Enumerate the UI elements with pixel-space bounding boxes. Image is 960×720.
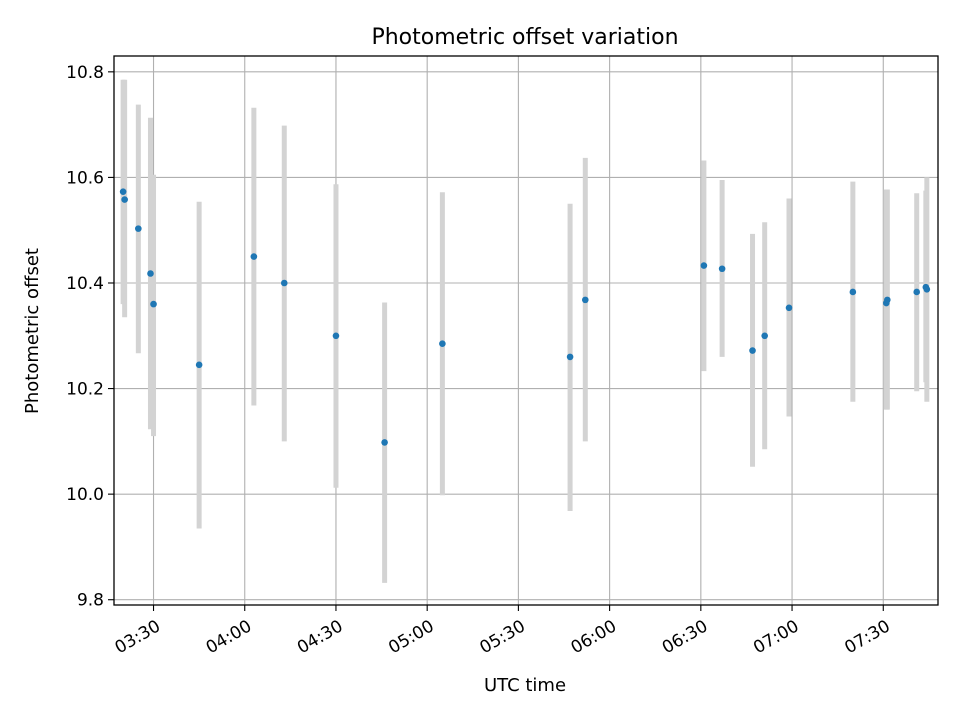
data-point bbox=[150, 300, 157, 308]
data-point bbox=[566, 353, 574, 361]
data-point bbox=[849, 288, 857, 296]
y-axis-label: Photometric offset bbox=[22, 248, 43, 414]
x-tick-label: 03:30 bbox=[112, 616, 164, 658]
x-tick-label: 05:00 bbox=[385, 616, 437, 658]
data-point bbox=[913, 288, 921, 296]
data-point bbox=[439, 340, 446, 347]
data-point bbox=[581, 296, 589, 304]
data-point bbox=[280, 279, 288, 287]
data-point bbox=[381, 439, 388, 446]
data-point bbox=[147, 270, 154, 277]
axis-ticks: 03:30 04:00 04:30 05:00 05:30 06:00 06:30 07:00… bbox=[66, 63, 894, 658]
y-tick-label: 10.0 bbox=[66, 485, 104, 505]
plot-area-frame bbox=[113, 55, 939, 606]
data-point bbox=[884, 296, 891, 304]
x-tick-label: 05:30 bbox=[476, 616, 528, 658]
data-point bbox=[718, 265, 726, 273]
data-point bbox=[195, 361, 203, 369]
data-point bbox=[923, 286, 931, 293]
data-points bbox=[119, 188, 931, 446]
y-tick-label: 9.8 bbox=[77, 591, 104, 611]
data-point bbox=[119, 188, 127, 195]
chart-title: Photometric offset variation bbox=[371, 25, 678, 50]
error-bars bbox=[120, 79, 930, 583]
data-point bbox=[250, 253, 258, 260]
data-point bbox=[700, 262, 708, 269]
data-point bbox=[121, 196, 128, 203]
y-tick-label: 10.6 bbox=[66, 168, 104, 188]
x-tick-label: 04:00 bbox=[203, 616, 255, 658]
y-tick-label: 10.2 bbox=[66, 380, 104, 400]
x-tick-label: 04:30 bbox=[294, 616, 346, 658]
x-axis-label: UTC time bbox=[484, 675, 566, 696]
grid bbox=[114, 56, 938, 605]
data-point bbox=[135, 225, 142, 232]
x-tick-label: 07:00 bbox=[750, 616, 802, 658]
data-point bbox=[749, 347, 756, 354]
x-tick-label: 07:30 bbox=[841, 616, 893, 658]
y-tick-label: 10.4 bbox=[66, 274, 104, 294]
x-tick-label: 06:30 bbox=[659, 616, 711, 658]
data-point bbox=[785, 304, 793, 312]
data-point bbox=[332, 332, 340, 340]
y-tick-label: 10.8 bbox=[66, 63, 104, 83]
data-point bbox=[761, 332, 768, 340]
x-tick-label: 06:00 bbox=[568, 616, 620, 658]
